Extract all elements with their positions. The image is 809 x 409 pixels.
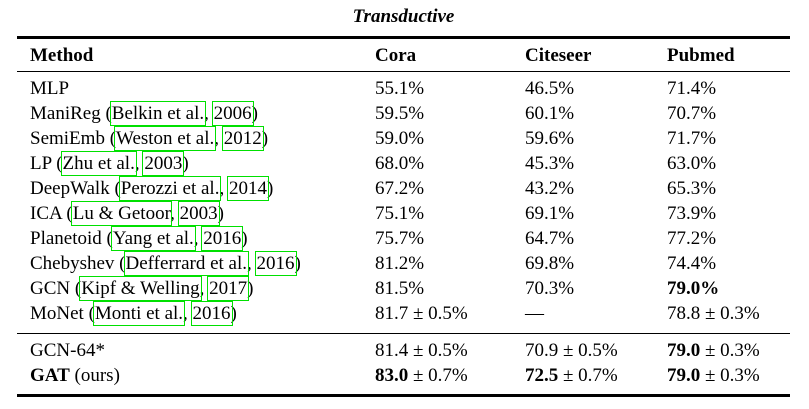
citeseer-value: 69.8% xyxy=(525,253,575,274)
citeseer-value: — xyxy=(525,303,544,324)
citation-year-link[interactable]: 2016 xyxy=(190,300,234,327)
pubmed-value: 71.4% xyxy=(667,78,717,99)
citation-year-link[interactable]: 2006 xyxy=(211,100,255,127)
table-header-row: Method Cora Citeseer Pubmed xyxy=(17,40,790,71)
citation-year-link[interactable]: 2016 xyxy=(254,250,298,277)
citeseer-value: 72.5 ± 0.7% xyxy=(525,365,618,386)
rule-above-footer xyxy=(17,333,790,335)
table-row: GCN (Kipf & Welling, 2017) 81.5% 70.3% 79.0… xyxy=(17,275,790,302)
pubmed-value: 71.7% xyxy=(667,128,717,149)
cora-value-bold: 83.0 xyxy=(375,365,409,386)
citation-author-link[interactable]: Defferrard et al. xyxy=(123,250,250,277)
citeseer-value: 64.7% xyxy=(525,228,575,249)
table-row: GCN-64* 81.4 ± 0.5% 70.9 ± 0.5% 79.0 ± 0.3% xyxy=(17,338,790,363)
cora-value: 81.4 ± 0.5% xyxy=(375,340,468,361)
citation-author-link[interactable]: Kipf & Welling xyxy=(78,275,203,302)
table-row: SemiEmb (Weston et al., 2012) 59.0% 59.6% 7… xyxy=(17,125,790,152)
pubmed-value: 78.8 ± 0.3% xyxy=(667,303,760,324)
citation-author-link[interactable]: Perozzi et al. xyxy=(118,175,222,202)
citeseer-value: 60.1% xyxy=(525,103,575,124)
citation-author-link[interactable]: Belkin et al. xyxy=(109,100,207,127)
pubmed-value: 63.0% xyxy=(667,153,717,174)
rule-bottom xyxy=(17,394,790,397)
cora-value: 81.7 ± 0.5% xyxy=(375,303,468,324)
method-cell: Chebyshev (Defferrard et al., 2016) xyxy=(30,250,301,277)
method-cell: LP (Zhu et al., 2003) xyxy=(30,150,189,177)
citeseer-value: 45.3% xyxy=(525,153,575,174)
rule-top xyxy=(17,36,790,39)
method-cell: MoNet (Monti et al., 2016) xyxy=(30,300,237,327)
table-row: DeepWalk (Perozzi et al., 2014) 67.2% 43.2… xyxy=(17,175,790,202)
citation-year-link[interactable]: 2003 xyxy=(141,150,185,177)
col-header-cora: Cora xyxy=(375,44,417,66)
citation-author-link[interactable]: Monti et al. xyxy=(92,300,186,327)
citeseer-value: 59.6% xyxy=(525,128,575,149)
table-footer: GCN-64* 81.4 ± 0.5% 70.9 ± 0.5% 79.0 ± 0.3%… xyxy=(17,338,790,388)
cora-value: 68.0% xyxy=(375,153,425,174)
citeseer-value: 43.2% xyxy=(525,178,575,199)
pubmed-value-bold: 79.0% xyxy=(667,278,720,299)
citation-author-link[interactable]: Weston et al. xyxy=(113,125,217,152)
cora-value: 75.1% xyxy=(375,203,425,224)
method-cell: GAT (ours) xyxy=(30,365,120,386)
method-cell: GCN (Kipf & Welling, 2017) xyxy=(30,275,254,302)
citeseer-value: 70.3% xyxy=(525,278,575,299)
table-body: MLP 55.1% 46.5% 71.4% ManiReg (Belkin et al.… xyxy=(17,76,790,327)
cora-value: 55.1% xyxy=(375,78,425,99)
cora-value: 67.2% xyxy=(375,178,425,199)
method-cell: Planetoid (Yang et al., 2016) xyxy=(30,225,248,252)
col-header-method: Method xyxy=(30,44,94,66)
citeseer-value-bold: 72.5 xyxy=(525,365,559,386)
pubmed-value: 79.0 ± 0.3% xyxy=(667,365,760,386)
cora-value: 81.5% xyxy=(375,278,425,299)
pubmed-value-bold: 79.0 xyxy=(667,365,701,386)
pubmed-value: 65.3% xyxy=(667,178,717,199)
citation-year-link[interactable]: 2017 xyxy=(206,275,250,302)
method-cell: ICA (Lu & Getoor, 2003) xyxy=(30,200,224,227)
pubmed-value: 73.9% xyxy=(667,203,717,224)
cora-value: 83.0 ± 0.7% xyxy=(375,365,468,386)
rule-below-header xyxy=(17,71,790,73)
cora-value: 75.7% xyxy=(375,228,425,249)
method-cell: MLP xyxy=(30,78,70,99)
citation-year-link[interactable]: 2012 xyxy=(221,125,265,152)
pubmed-value: 79.0% xyxy=(667,276,790,301)
citation-year-link[interactable]: 2016 xyxy=(200,225,244,252)
cora-value: 59.0% xyxy=(375,128,425,149)
method-cell: SemiEmb (Weston et al., 2012) xyxy=(30,125,269,152)
citeseer-value: 70.9 ± 0.5% xyxy=(525,340,618,361)
table-row: ICA (Lu & Getoor, 2003) 75.1% 69.1% 73.9% xyxy=(17,200,790,227)
citation-year-link[interactable]: 2014 xyxy=(226,175,270,202)
col-header-pubmed: Pubmed xyxy=(667,44,735,66)
table-row: Planetoid (Yang et al., 2016) 75.7% 64.7% 7… xyxy=(17,225,790,252)
method-name-bold: GAT xyxy=(30,365,70,386)
method-cell: ManiReg (Belkin et al., 2006) xyxy=(30,100,258,127)
pubmed-value-bold: 79.0 xyxy=(667,340,701,361)
table-row: LP (Zhu et al., 2003) 68.0% 45.3% 63.0% xyxy=(17,150,790,177)
table-row: ManiReg (Belkin et al., 2006) 59.5% 60.1% 7… xyxy=(17,100,790,127)
citeseer-value: 69.1% xyxy=(525,203,575,224)
table-row: GAT (ours) 83.0 ± 0.7% 72.5 ± 0.7% 79.0 ± 0… xyxy=(17,363,790,388)
citation-author-link[interactable]: Yang et al. xyxy=(110,225,197,252)
pubmed-value: 70.7% xyxy=(667,103,717,124)
table-row: MoNet (Monti et al., 2016) 81.7 ± 0.5% — 78… xyxy=(17,300,790,327)
citation-author-link[interactable]: Zhu et al. xyxy=(60,150,138,177)
pubmed-value: 74.4% xyxy=(667,253,717,274)
method-cell: DeepWalk (Perozzi et al., 2014) xyxy=(30,175,274,202)
method-cell: GCN-64* xyxy=(30,340,105,361)
cora-value: 81.2% xyxy=(375,253,425,274)
pubmed-value: 79.0 ± 0.3% xyxy=(667,340,760,361)
citeseer-value: 46.5% xyxy=(525,78,575,99)
table-row: MLP 55.1% 46.5% 71.4% xyxy=(17,76,790,101)
col-header-citeseer: Citeseer xyxy=(525,44,592,66)
pubmed-value: 77.2% xyxy=(667,228,717,249)
cora-value: 59.5% xyxy=(375,103,425,124)
citation-year-link[interactable]: 2003 xyxy=(177,200,221,227)
table-title: Transductive xyxy=(352,6,455,27)
table-row: Chebyshev (Defferrard et al., 2016) 81.2%… xyxy=(17,250,790,277)
citation-author-link[interactable]: Lu & Getoor xyxy=(70,200,173,227)
